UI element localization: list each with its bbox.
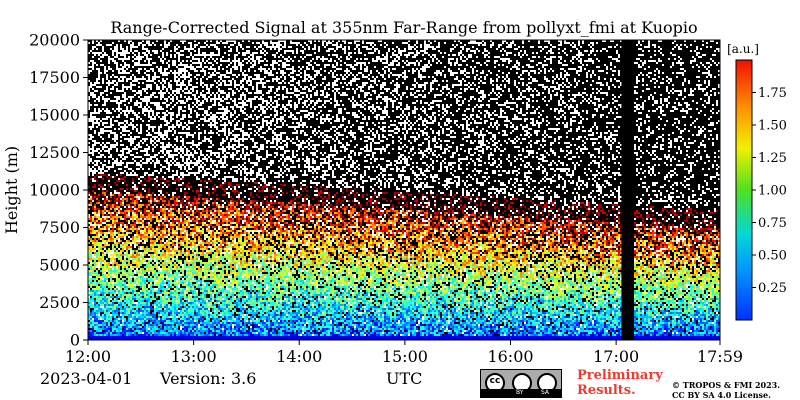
y-tick-label: 7500	[39, 218, 80, 237]
version-label: Version: 3.6	[160, 369, 257, 388]
cc-icon: cc	[485, 373, 505, 393]
colorbar-tick-label: 0.75	[758, 216, 787, 231]
y-tick-label: 17500	[29, 68, 80, 87]
cc-logo-text: cc	[489, 376, 501, 386]
y-axis-label: Height (m)	[2, 146, 21, 234]
y-tick-label: 5000	[39, 256, 80, 275]
copyright-line2: CC BY SA 4.0 License.	[672, 390, 771, 400]
colorbar-label: [a.u.]	[727, 42, 759, 56]
x-axis: 12:00 13:00 14:00 15:00 16:00 17:00 17:59	[65, 340, 743, 366]
colorbar-tick-label: 1.75	[758, 86, 787, 101]
chart-title: Range-Corrected Signal at 355nm Far-Rang…	[110, 18, 697, 37]
copyright-line1: © TROPOS & FMI 2023.	[672, 380, 781, 390]
colorbar-tick-label: 1.00	[758, 184, 787, 199]
preliminary-line2: Results.	[577, 383, 636, 398]
y-tick-label: 12500	[29, 143, 80, 162]
x-tick-label: 17:59	[697, 347, 743, 366]
utc-label: UTC	[386, 369, 423, 388]
sa-logo-text: SA	[541, 389, 550, 396]
colorbar-gradient	[735, 59, 753, 321]
y-tick-label: 2500	[39, 293, 80, 312]
y-tick-label: 20000	[29, 31, 80, 50]
x-tick-label: 12:00	[65, 347, 111, 366]
x-tick-label: 16:00	[487, 347, 533, 366]
colorbar-tick-label: 1.25	[758, 151, 787, 166]
date-label: 2023-04-01	[40, 369, 133, 388]
colorbar-tick-label: 0.50	[758, 249, 787, 264]
x-tick-label: 17:00	[593, 347, 639, 366]
y-axis: 0 2500 5000 7500 10000 12500 15000 17500 20000	[29, 31, 88, 350]
y-tick-label: 0	[70, 331, 80, 350]
x-tick-label: 13:00	[171, 347, 217, 366]
colorbar-tick-label: 1.50	[758, 119, 787, 134]
colorbar: [a.u.] 0.25 0.50 0.75 1.00 1.25 1.50 1.75	[727, 42, 787, 321]
by-logo-text: BY	[516, 389, 524, 396]
x-tick-label: 14:00	[276, 347, 322, 366]
colorbar-tick-label: 0.25	[758, 281, 787, 296]
preliminary-line1: Preliminary	[577, 368, 663, 383]
signal-heatmap	[88, 40, 720, 340]
x-tick-label: 15:00	[382, 347, 428, 366]
plot-area	[87, 39, 721, 341]
copyright-notice: © TROPOS & FMI 2023. CC BY SA 4.0 Licens…	[672, 380, 780, 400]
y-tick-label: 15000	[29, 106, 80, 125]
preliminary-notice: Preliminary Results.	[577, 368, 663, 398]
y-tick-label: 10000	[29, 181, 80, 200]
cc-license-logo: cc BY SA	[480, 369, 562, 398]
no-data-gap	[621, 40, 634, 340]
